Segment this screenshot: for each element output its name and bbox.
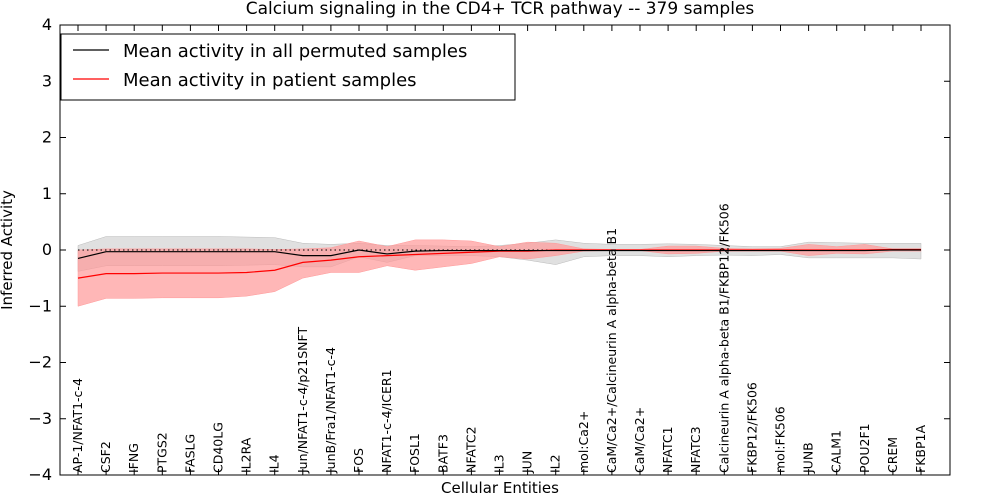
y-tick-label: −4 <box>28 465 52 484</box>
x-tick-label: POU2F1 <box>857 423 872 473</box>
x-tick-label: JUN <box>520 451 535 474</box>
y-tick-label: −1 <box>28 296 52 315</box>
series-lines <box>77 248 921 279</box>
x-tick-label: BATF3 <box>435 434 450 473</box>
x-tick-label: CaM/Ca2+ <box>632 407 647 473</box>
x-tick-label: NFAT1-c-4/ICER1 <box>379 369 394 473</box>
x-tick-label: JUNB <box>801 442 816 474</box>
confidence-bands <box>77 236 922 307</box>
x-tick-label: NFATC3 <box>688 426 703 473</box>
legend-box <box>60 33 516 101</box>
x-tick-label: FKBP1A <box>913 425 928 473</box>
x-tick-label: mol:FK506 <box>773 406 788 473</box>
x-tick-label: JunB/Fra1/NFAT1-c-4 <box>323 347 338 474</box>
x-tick-label: Jun/NFAT1-c-4/p21SNFT <box>295 327 310 474</box>
y-axis-ticks: −4 −3 −2 −1 0 1 2 3 4 <box>28 15 950 484</box>
x-tick-label: FKBP12/FK506 <box>744 382 759 473</box>
x-tick-label: CD40LG <box>211 422 226 473</box>
x-tick-label: CaM/Ca2+/Calcineurin A alpha-beta B1 <box>604 228 619 473</box>
x-axis-label: Cellular Entities <box>441 479 559 497</box>
x-tick-label: mol:Ca2+ <box>576 411 591 473</box>
y-tick-label: −2 <box>28 353 52 372</box>
y-axis-label: Inferred Activity <box>0 190 16 310</box>
x-tick-label: IL2 <box>548 454 563 473</box>
x-tick-label: Calcineurin A alpha-beta B1/FKBP12/FK506 <box>716 203 731 473</box>
band-patient <box>77 239 922 307</box>
y-tick-label: 2 <box>42 128 52 147</box>
x-tick-label: FOSL1 <box>407 433 422 473</box>
x-tick-label: FASLG <box>182 434 197 473</box>
x-tick-label: IL4 <box>267 454 282 473</box>
line-permuted <box>77 249 921 260</box>
x-tick-label: PTGS2 <box>154 432 169 473</box>
x-tick-label: CREM <box>885 437 900 473</box>
plot-frame <box>59 24 951 476</box>
x-tick-label: AP-1/NFAT1-c-4 <box>70 378 85 473</box>
x-tick-label: NFATC1 <box>660 426 675 473</box>
x-axis-ticks: AP-1/NFAT1-c-4 CSF2 IFNG PTGS2 FASLG CD40LG IL… <box>70 25 928 475</box>
x-tick-label: IFNG <box>126 443 141 473</box>
x-tick-label: CALM1 <box>829 430 844 473</box>
x-tick-label: NFATC2 <box>463 426 478 473</box>
y-tick-label: −3 <box>28 409 52 428</box>
x-tick-label: IL2RA <box>239 437 254 473</box>
y-tick-label: 1 <box>42 184 52 203</box>
y-tick-label: 3 <box>42 71 52 90</box>
legend: Mean activity in all permuted samples Me… <box>60 33 516 101</box>
legend-label-patient: Mean activity in patient samples <box>123 70 417 91</box>
y-tick-label: 4 <box>42 15 52 34</box>
chart-title: Calcium signaling in the CD4+ TCR pathwa… <box>246 0 755 19</box>
x-tick-label: CSF2 <box>98 441 113 473</box>
legend-label-permuted: Mean activity in all permuted samples <box>123 41 467 62</box>
x-tick-label: IL3 <box>492 454 507 473</box>
y-tick-label: 0 <box>42 240 52 259</box>
x-tick-label: FOS <box>351 448 366 473</box>
